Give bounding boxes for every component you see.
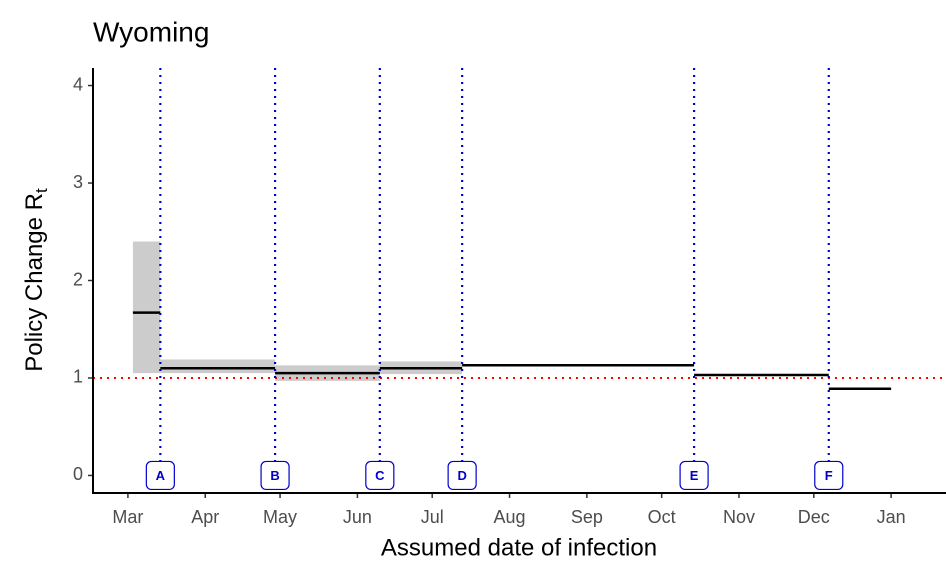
confidence-band	[132, 241, 161, 374]
event-box	[365, 460, 395, 491]
event-box	[260, 460, 290, 491]
y-axis-label-main: Policy Change R	[21, 193, 48, 372]
y-axis-label: Policy Change Rt	[21, 188, 51, 372]
x-tick-label: Jun	[343, 507, 372, 527]
y-tick-label: 1	[73, 367, 83, 387]
x-tick-label: Jan	[877, 507, 906, 527]
x-tick-label: Jul	[421, 507, 444, 527]
confidence-band	[160, 359, 276, 374]
event-label: E	[690, 468, 699, 483]
y-axis-label-subscript: t	[32, 188, 51, 193]
event-label: A	[156, 468, 166, 483]
x-tick-label: Dec	[798, 507, 830, 527]
event-box	[145, 460, 175, 491]
x-tick-label: Sep	[571, 507, 603, 527]
event-label: D	[457, 468, 466, 483]
x-tick-label: May	[263, 507, 297, 527]
x-tick-label: Apr	[191, 507, 219, 527]
x-tick-label: Aug	[494, 507, 526, 527]
event-label: B	[270, 468, 279, 483]
event-label: F	[825, 468, 833, 483]
event-label: C	[375, 468, 385, 483]
event-box	[447, 460, 477, 491]
x-tick-label: Oct	[648, 507, 676, 527]
event-box	[814, 460, 844, 491]
x-axis-label: Assumed date of infection	[381, 534, 657, 561]
chart-title: Wyoming	[93, 16, 209, 47]
y-tick-label: 2	[73, 269, 83, 289]
y-tick-label: 4	[73, 74, 83, 94]
x-tick-label: Nov	[723, 507, 755, 527]
y-tick-label: 0	[73, 464, 83, 484]
y-tick-label: 3	[73, 172, 83, 192]
event-box	[679, 460, 709, 491]
x-tick-label: Mar	[112, 507, 143, 527]
